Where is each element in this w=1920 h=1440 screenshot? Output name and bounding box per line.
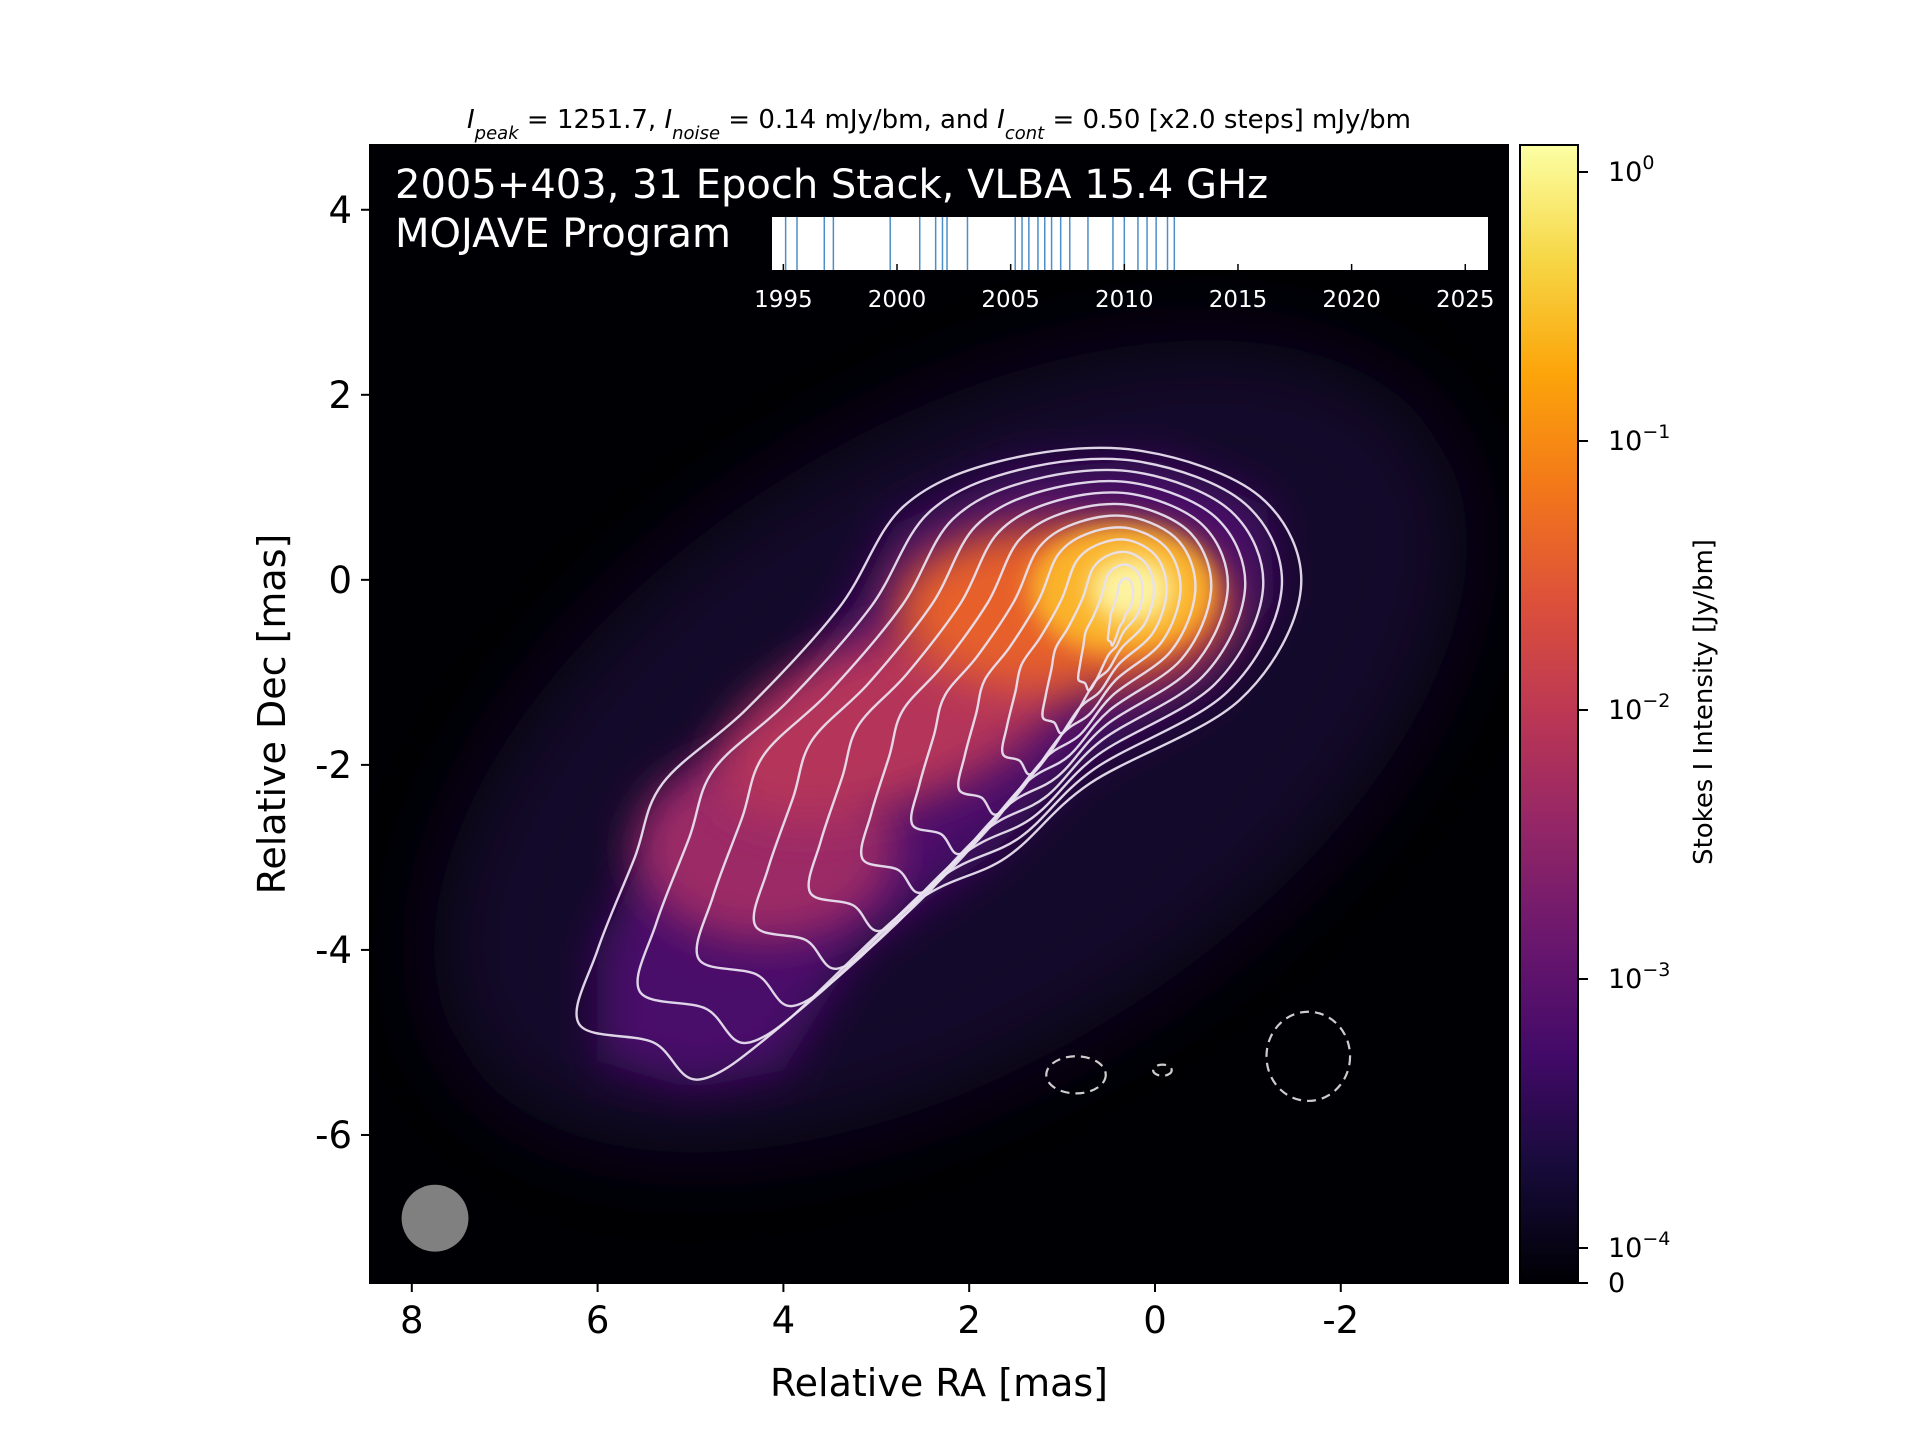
- timeline-tick-label: 2025: [1436, 287, 1495, 313]
- negative-contour: [1152, 1063, 1173, 1077]
- epoch-timeline: 1995 2000 2005 2010 2015 2020 2025: [754, 217, 1495, 313]
- contour-level: [1076, 563, 1144, 692]
- colorbar-tick-label: 10−4: [1608, 1228, 1670, 1264]
- negative-contour: [1265, 1010, 1352, 1103]
- image-panel: 2005+403, 31 Epoch Stack, VLBA 15.4 GHz …: [370, 145, 1508, 1283]
- contour-level: [1041, 550, 1156, 735]
- contour-level: [636, 457, 1284, 1045]
- program-annotation: MOJAVE Program: [395, 211, 731, 257]
- x-axis-label: Relative RA [mas]: [770, 1361, 1108, 1405]
- timeline-tick-label: 2015: [1209, 287, 1268, 313]
- colorbar-tick-label: 10−1: [1608, 421, 1670, 457]
- chart-title: Ipeak = 1251.7, Inoise = 0.14 mJy/bm, an…: [467, 105, 1411, 144]
- timeline-tick-label: 2005: [981, 287, 1040, 313]
- contour-level: [695, 468, 1265, 1008]
- y-tick-label: 0: [328, 559, 352, 602]
- timeline-tick-label: 2000: [868, 287, 927, 313]
- source-annotation: 2005+403, 31 Epoch Stack, VLBA 15.4 GHz: [395, 162, 1268, 208]
- y-tick-label: -4: [315, 929, 352, 972]
- colorbar-ticks: 100 10−1 10−2 10−3 10−4 0: [1578, 152, 1670, 1299]
- colorbar-tick-label: 100: [1608, 152, 1654, 188]
- timeline-box: [772, 217, 1488, 270]
- timeline-tick-label: 1995: [754, 287, 813, 313]
- negative-contour: [1045, 1055, 1107, 1095]
- x-tick-label: 8: [400, 1299, 424, 1342]
- x-tick-label: -2: [1322, 1299, 1359, 1342]
- beam-ellipse: [401, 1184, 469, 1252]
- contour-level: [1001, 538, 1168, 776]
- timeline-tick-label: 2020: [1322, 287, 1381, 313]
- contour-level: [807, 491, 1230, 933]
- colorbar: 100 10−1 10−2 10−3 10−4 0 Stokes I Intensity …: [1519, 144, 1719, 1299]
- colorbar-frame: [1519, 144, 1579, 1284]
- y-tick-label: -2: [315, 744, 352, 787]
- x-tick-label: 0: [1143, 1299, 1167, 1342]
- colorbar-tick-label: 10−3: [1608, 959, 1670, 995]
- y-tick-label: -6: [315, 1114, 352, 1157]
- y-tick-label: 2: [328, 374, 352, 417]
- colorbar-tick-label: 10−2: [1608, 690, 1670, 726]
- contour-lines: [575, 446, 1303, 1081]
- x-tick-label: 4: [772, 1299, 796, 1342]
- x-tick-label: 6: [586, 1299, 610, 1342]
- contour-level: [752, 479, 1247, 970]
- axes-frame: [369, 144, 1509, 1284]
- timeline-tick-label: 2010: [1095, 287, 1154, 313]
- x-tick-label: 2: [957, 1299, 981, 1342]
- colorbar-gradient: [1520, 145, 1578, 1283]
- y-axis-label: Relative Dec [mas]: [250, 534, 294, 895]
- negative-contours: [1045, 1010, 1352, 1103]
- contour-level: [575, 446, 1303, 1081]
- contour-level: [909, 514, 1197, 856]
- contour-level: [957, 526, 1182, 816]
- colorbar-tick-label: 0: [1608, 1268, 1625, 1299]
- colorbar-label: Stokes I Intensity [Jy/bm]: [1689, 539, 1719, 865]
- axes: 8 6 4 2 0 -2 4 2 0 -2 -4 -6: [315, 144, 1509, 1342]
- emission-map: [434, 340, 1467, 1153]
- contour-level: [1106, 576, 1135, 647]
- y-tick-label: 4: [328, 189, 352, 232]
- contour-level: [860, 502, 1213, 894]
